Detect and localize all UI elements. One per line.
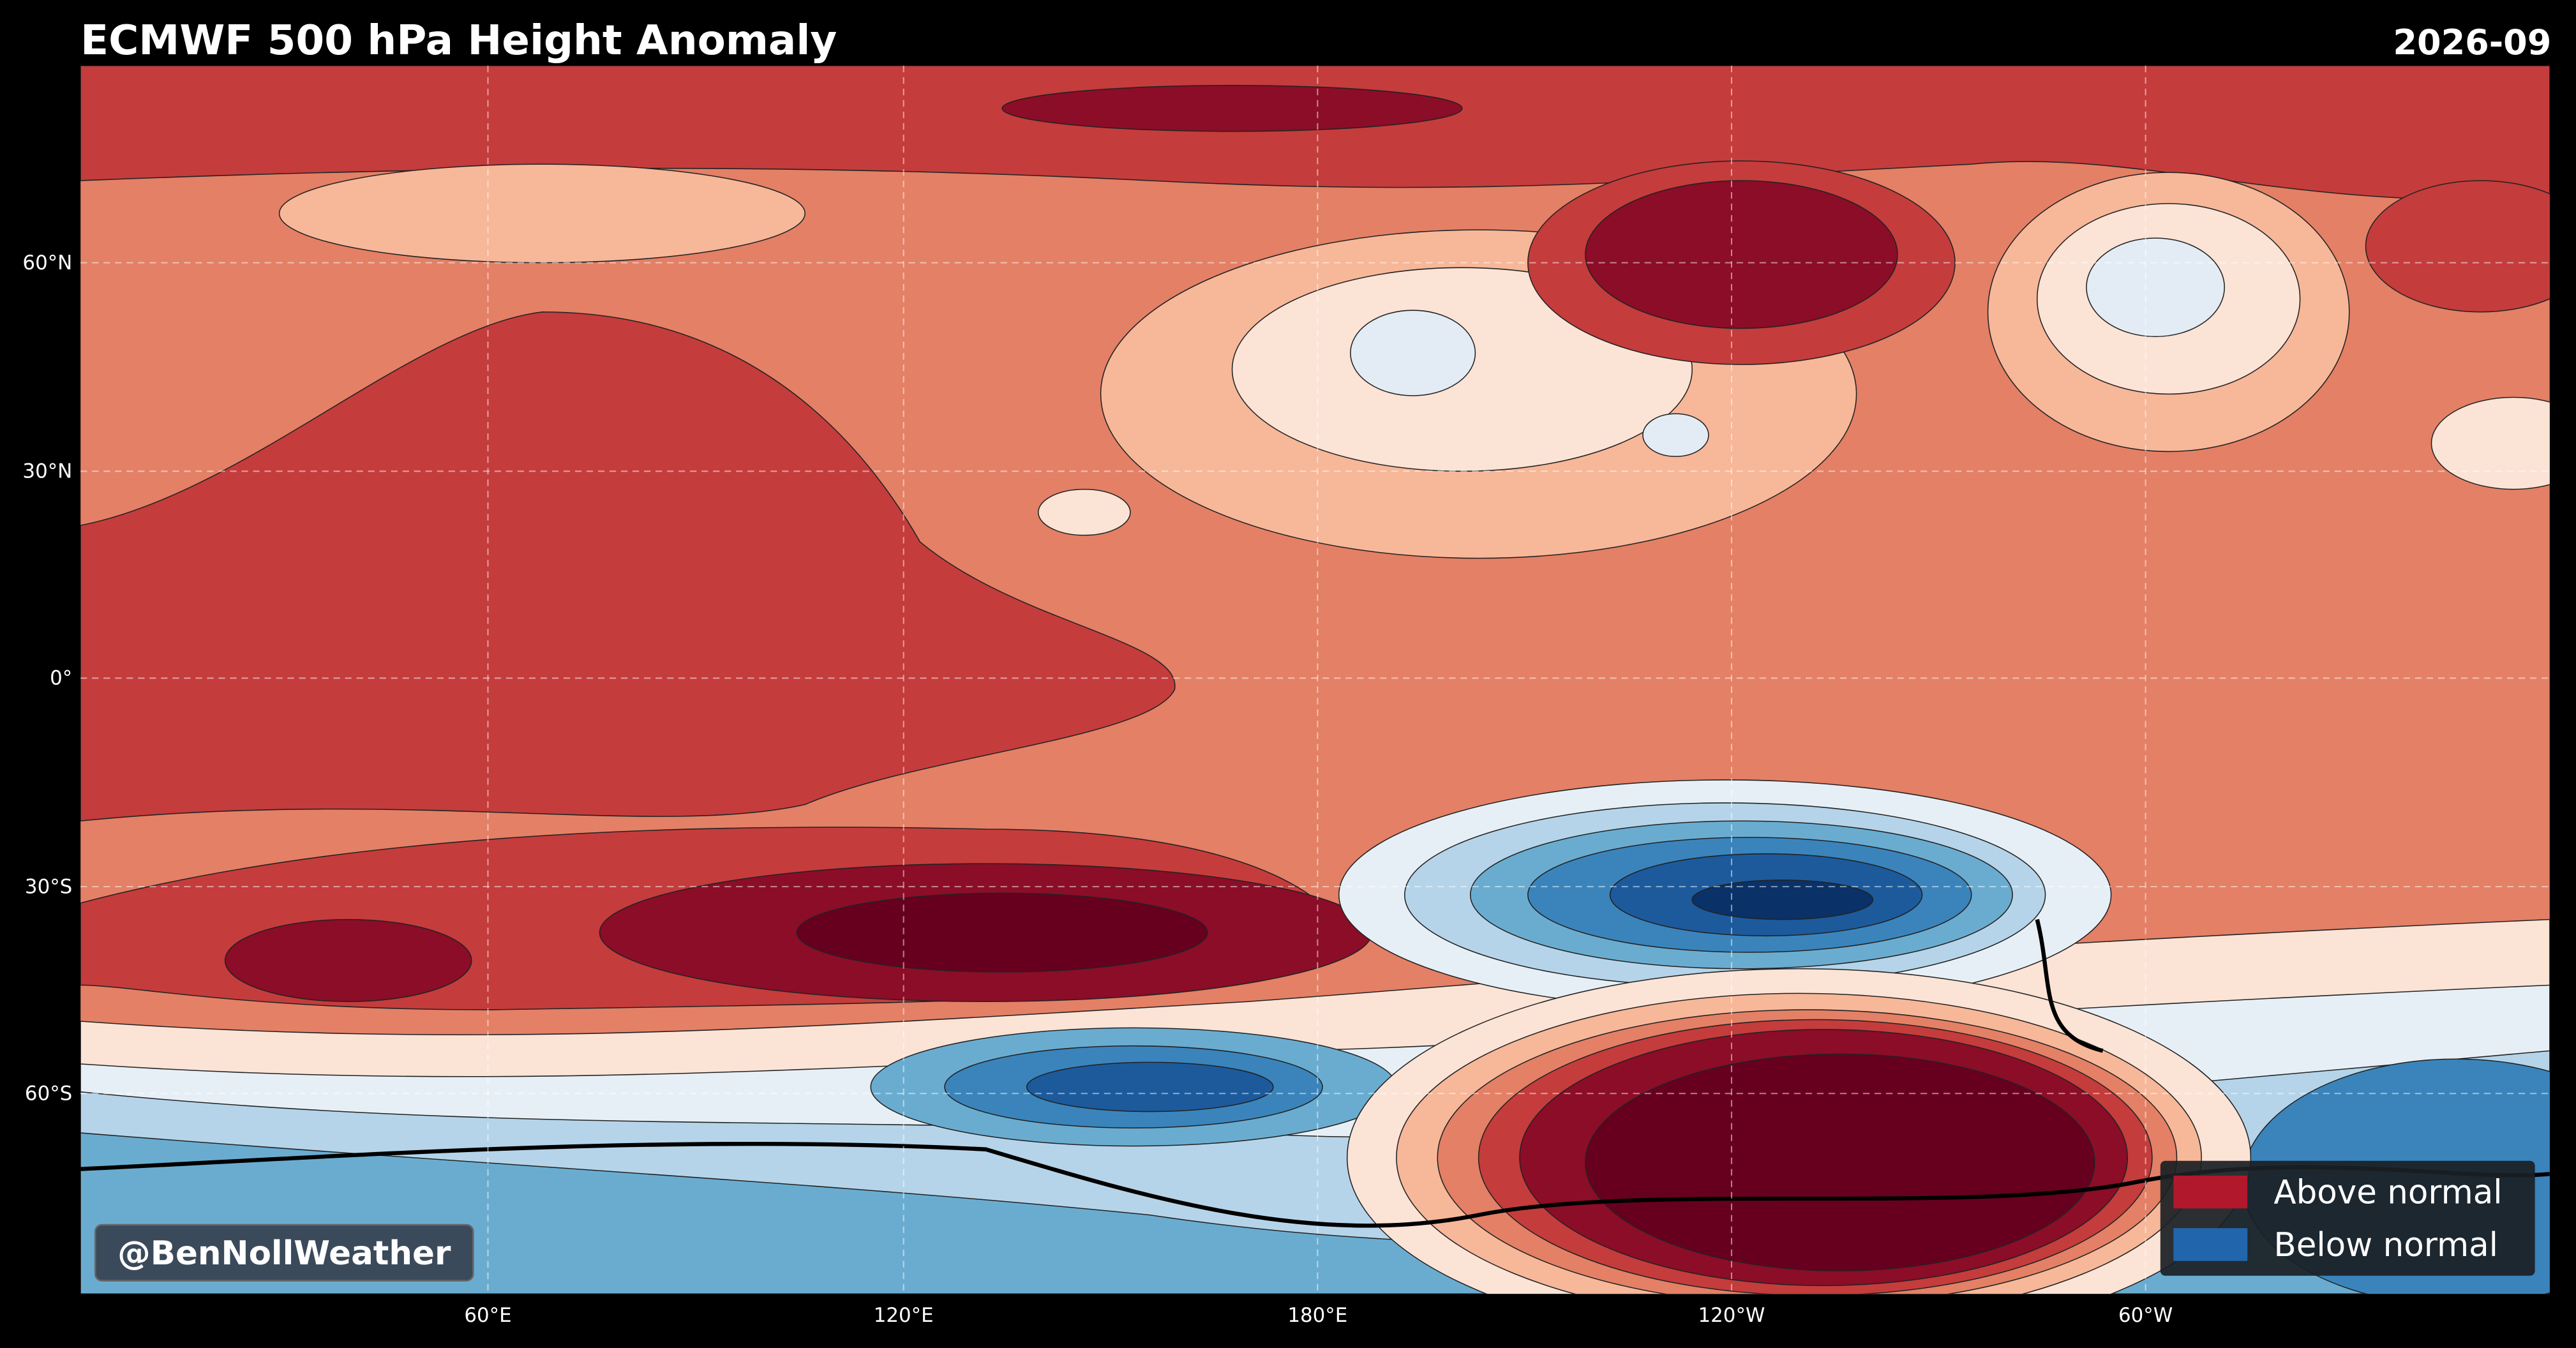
graticule: 60°N 30°N 0° 30°S 60°S 60°E 120°E 180°E 120°W 60°… (22, 65, 2550, 1327)
lat-label: 30°N (22, 460, 72, 483)
legend-label: Above normal (2273, 1174, 2502, 1212)
lat-label: 30°S (25, 875, 72, 898)
lon-label: 60°W (2118, 1304, 2173, 1327)
watermark-box (94, 1224, 474, 1282)
legend: Above normal Below normal (2173, 1174, 2503, 1264)
lat-label: 0° (50, 667, 72, 690)
lat-label: 60°S (25, 1082, 72, 1105)
anomaly-field (80, 65, 2550, 1294)
legend-swatch (2173, 1175, 2248, 1209)
legend-box (2160, 1160, 2535, 1276)
lon-label: 60°E (464, 1304, 511, 1327)
date: 2026-09 (2393, 22, 2551, 63)
legend-swatch (2173, 1228, 2248, 1261)
lat-label: 60°N (22, 251, 72, 274)
watermark: @BenNollWeather (117, 1234, 451, 1273)
title: ECMWF 500 hPa Height Anomaly (80, 17, 837, 64)
lon-label: 180°E (1287, 1304, 1347, 1327)
legend-label: Below normal (2273, 1226, 2498, 1264)
lon-label: 120°E (874, 1304, 934, 1327)
lon-label: 120°W (1698, 1304, 1765, 1327)
